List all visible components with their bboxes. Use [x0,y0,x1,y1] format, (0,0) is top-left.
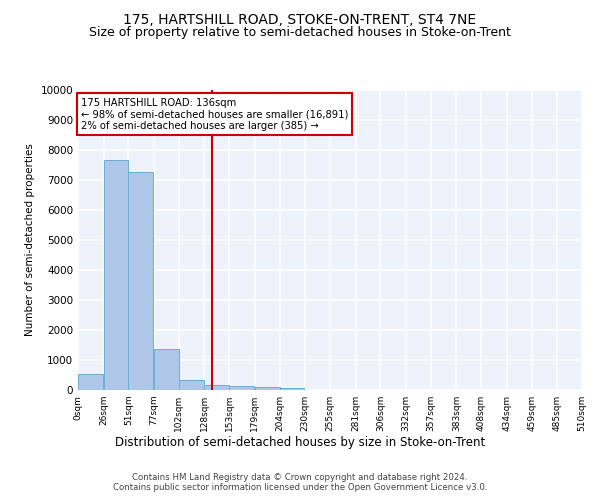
Text: 175 HARTSHILL ROAD: 136sqm
← 98% of semi-detached houses are smaller (16,891)
2%: 175 HARTSHILL ROAD: 136sqm ← 98% of semi… [81,98,349,130]
Bar [229,386,254,390]
Bar [205,385,229,390]
Bar [280,388,304,390]
Text: Size of property relative to semi-detached houses in Stoke-on-Trent: Size of property relative to semi-detach… [89,26,511,39]
Text: Contains public sector information licensed under the Open Government Licence v3: Contains public sector information licen… [113,482,487,492]
Text: 175, HARTSHILL ROAD, STOKE-ON-TRENT, ST4 7NE: 175, HARTSHILL ROAD, STOKE-ON-TRENT, ST4… [124,12,476,26]
Bar [154,349,179,390]
Y-axis label: Number of semi-detached properties: Number of semi-detached properties [25,144,35,336]
Bar [179,380,203,390]
Bar [255,387,280,390]
Bar [128,172,153,390]
Bar [104,160,128,390]
Bar [78,374,103,390]
Text: Distribution of semi-detached houses by size in Stoke-on-Trent: Distribution of semi-detached houses by … [115,436,485,449]
Text: Contains HM Land Registry data © Crown copyright and database right 2024.: Contains HM Land Registry data © Crown c… [132,472,468,482]
